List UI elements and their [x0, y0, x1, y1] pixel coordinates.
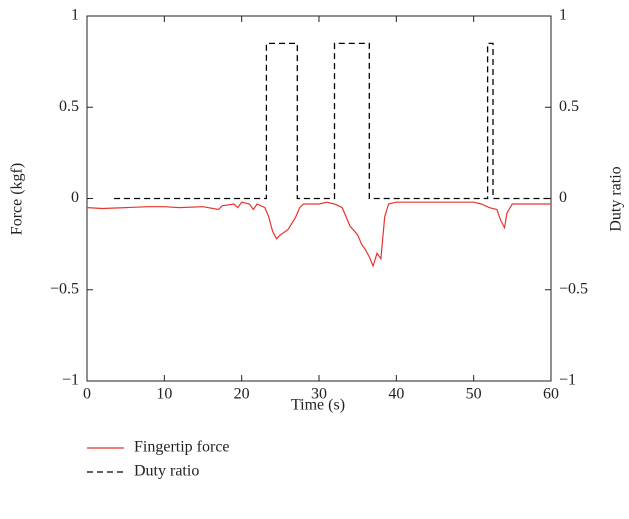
series-line	[86, 201, 551, 268]
y2-tick-label: 0.5	[559, 98, 579, 115]
x-tick-label: 40	[388, 386, 404, 403]
x-axis-label: Time (s)	[291, 397, 345, 414]
x-tick-label: 0	[83, 386, 91, 403]
y-tick-label: −1	[62, 372, 79, 389]
y-tick-label: 1	[71, 7, 79, 24]
y2-tick-label: −0.5	[559, 280, 588, 297]
x-tick-label: 60	[543, 386, 559, 403]
y2-tick-label: 1	[559, 7, 567, 24]
y-tick-label: −0.5	[50, 280, 79, 297]
series-line	[114, 42, 551, 200]
x-tick-label: 50	[466, 386, 482, 403]
y-tick-label: 0	[71, 189, 79, 206]
x-tick-label: 20	[234, 386, 250, 403]
y2-tick-label: −1	[559, 372, 576, 389]
legend-label: Fingertip force	[134, 439, 230, 456]
y-axis-label: Force (kgf)	[9, 163, 26, 235]
x-tick-label: 30	[311, 386, 327, 403]
x-tick-label: 10	[156, 386, 172, 403]
y2-tick-label: 0	[559, 189, 567, 206]
y-tick-label: 0.5	[59, 98, 79, 115]
y2-axis-label: Duty ratio	[608, 166, 625, 231]
legend-label: Duty ratio	[134, 463, 199, 480]
